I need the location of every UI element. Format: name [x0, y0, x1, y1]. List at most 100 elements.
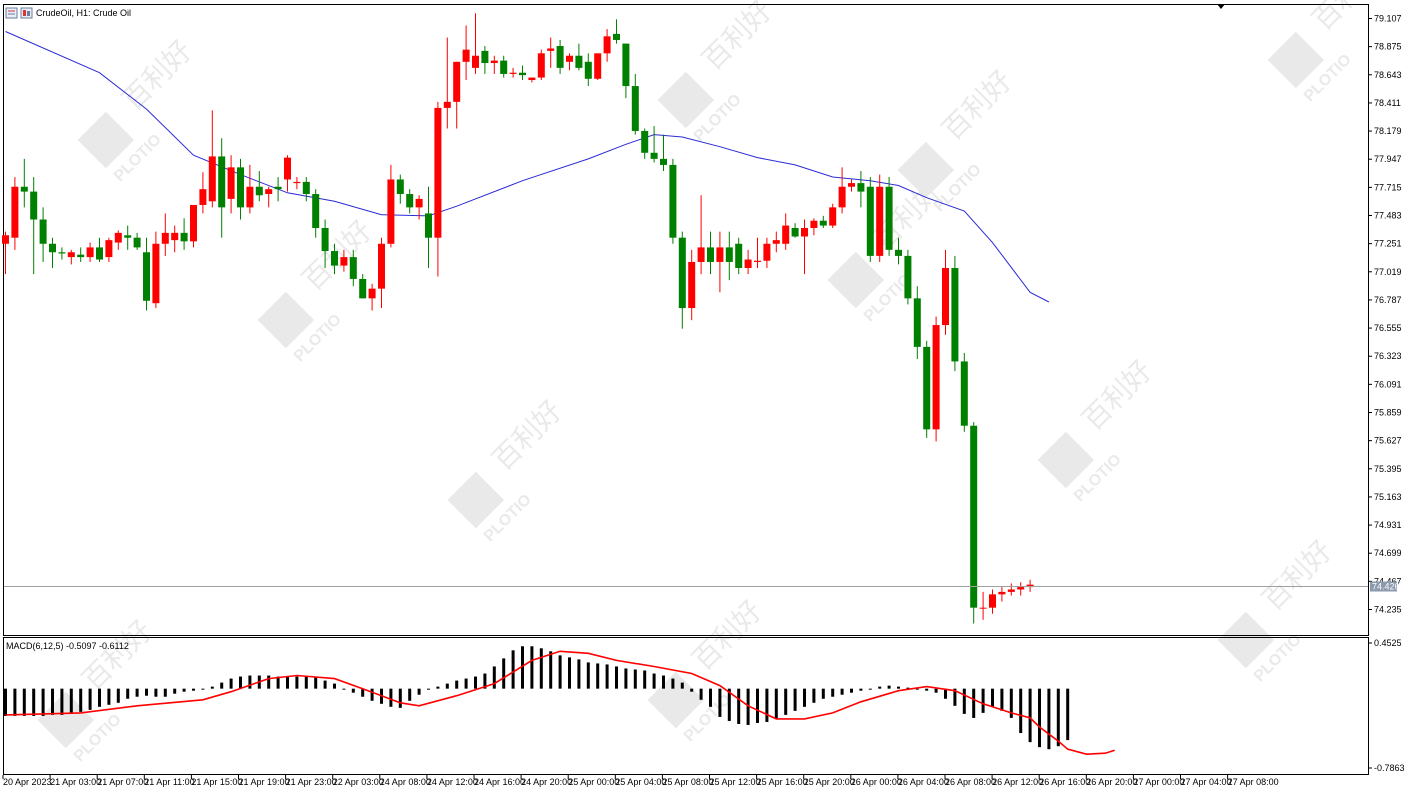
time-tick-label: 26 Apr 00:00 — [851, 777, 902, 787]
macd-bar — [1000, 688, 1004, 711]
candle — [265, 186, 273, 208]
candle — [782, 213, 790, 250]
chart-list-icon[interactable] — [5, 7, 18, 19]
macd-bar — [906, 687, 910, 689]
symbol-title: CrudeOil, H1: Crude Oil — [36, 8, 131, 18]
candle-body — [895, 249, 902, 256]
candle-body — [237, 167, 244, 208]
price-tick-label: 74.931 — [1374, 520, 1402, 530]
candle-body — [67, 252, 75, 258]
candle — [744, 249, 752, 275]
macd-bar — [229, 678, 233, 689]
candle-body — [2, 235, 9, 244]
candle — [425, 186, 432, 269]
macd-bar — [568, 657, 571, 689]
macd-bar — [1047, 688, 1051, 750]
macd-bar — [596, 663, 600, 689]
candle — [481, 46, 489, 74]
macd-bar — [840, 688, 844, 695]
macd-bar — [803, 688, 806, 707]
candle — [20, 158, 28, 208]
candle-body — [180, 232, 188, 242]
time-tick-label: 26 Apr 20:00 — [1086, 777, 1137, 787]
candle-body — [829, 207, 837, 226]
candle — [190, 204, 197, 248]
candle — [96, 237, 103, 262]
candle-body — [622, 43, 630, 87]
candle — [462, 25, 470, 81]
candle-body — [594, 53, 602, 79]
candle-body — [49, 243, 56, 253]
macd-bar — [492, 666, 496, 689]
candle — [359, 274, 367, 299]
candle-body — [77, 254, 85, 258]
macd-bar — [586, 662, 590, 689]
macd-bar — [859, 688, 863, 691]
shift-marker-icon[interactable] — [1217, 4, 1225, 9]
candle-body — [143, 252, 150, 301]
candle-body — [434, 107, 442, 238]
candle — [519, 65, 526, 81]
macd-bar — [182, 688, 186, 692]
macd-bar — [605, 664, 609, 689]
time-tick-label: 26 Apr 04:00 — [898, 777, 949, 787]
macd-bar — [304, 676, 308, 689]
macd-bar — [79, 688, 83, 712]
candle-body — [688, 261, 696, 309]
candle — [923, 340, 931, 438]
candle-body — [481, 50, 489, 64]
candle — [30, 177, 38, 275]
candle-body — [801, 227, 808, 237]
macd-bar — [577, 659, 581, 689]
macd-bar — [1019, 688, 1023, 734]
macd-bar — [878, 686, 882, 689]
macd-panel-border — [3, 637, 1369, 775]
macd-bar — [746, 688, 750, 725]
moving-average — [5, 31, 1050, 303]
candle-body — [547, 48, 555, 51]
price-tick-label: 79.107 — [1374, 14, 1402, 24]
candle — [1026, 579, 1034, 592]
macd-bar — [1056, 688, 1060, 747]
candle-body — [368, 288, 376, 299]
candle-body — [96, 247, 103, 260]
candle-body — [904, 255, 912, 299]
time-tick-label: 25 Apr 20:00 — [804, 777, 855, 787]
macd-bar — [41, 688, 45, 716]
macd-bar — [530, 646, 534, 689]
candle-body — [782, 225, 790, 244]
time-tick-label: 25 Apr 00:00 — [568, 777, 619, 787]
candle-body — [293, 181, 301, 184]
candle — [942, 249, 949, 335]
macd-bar — [774, 688, 778, 719]
candle-body — [603, 36, 611, 54]
candle — [537, 49, 545, 81]
macd-bar — [643, 670, 647, 689]
macd-bottom-label: -0.7863 — [1374, 763, 1405, 773]
candle — [349, 249, 357, 287]
macd-bar — [13, 688, 17, 716]
candle-body — [754, 260, 761, 262]
price-tick-label: 78.411 — [1374, 98, 1401, 108]
chart-window-icon[interactable] — [20, 7, 33, 19]
macd-bar — [915, 688, 919, 690]
candle — [331, 243, 338, 275]
macd-bar — [962, 688, 966, 714]
macd-bar — [991, 688, 994, 707]
price-tick-label: 74.235 — [1374, 605, 1402, 615]
watermark-mark — [77, 111, 135, 169]
current-price-tag — [1370, 581, 1397, 592]
candles — [2, 13, 1034, 624]
time-tick-label: 27 Apr 00:00 — [1133, 777, 1184, 787]
candle — [124, 225, 132, 250]
time-tick-label: 25 Apr 08:00 — [662, 777, 713, 787]
candle — [566, 53, 573, 71]
candle-body — [274, 186, 282, 190]
ma-line — [5, 31, 1050, 303]
time-tick-label: 24 Apr 12:00 — [427, 777, 478, 787]
candle-body — [660, 158, 667, 165]
macd-bar — [737, 688, 741, 724]
candle — [161, 213, 169, 256]
candle-body — [791, 227, 799, 237]
